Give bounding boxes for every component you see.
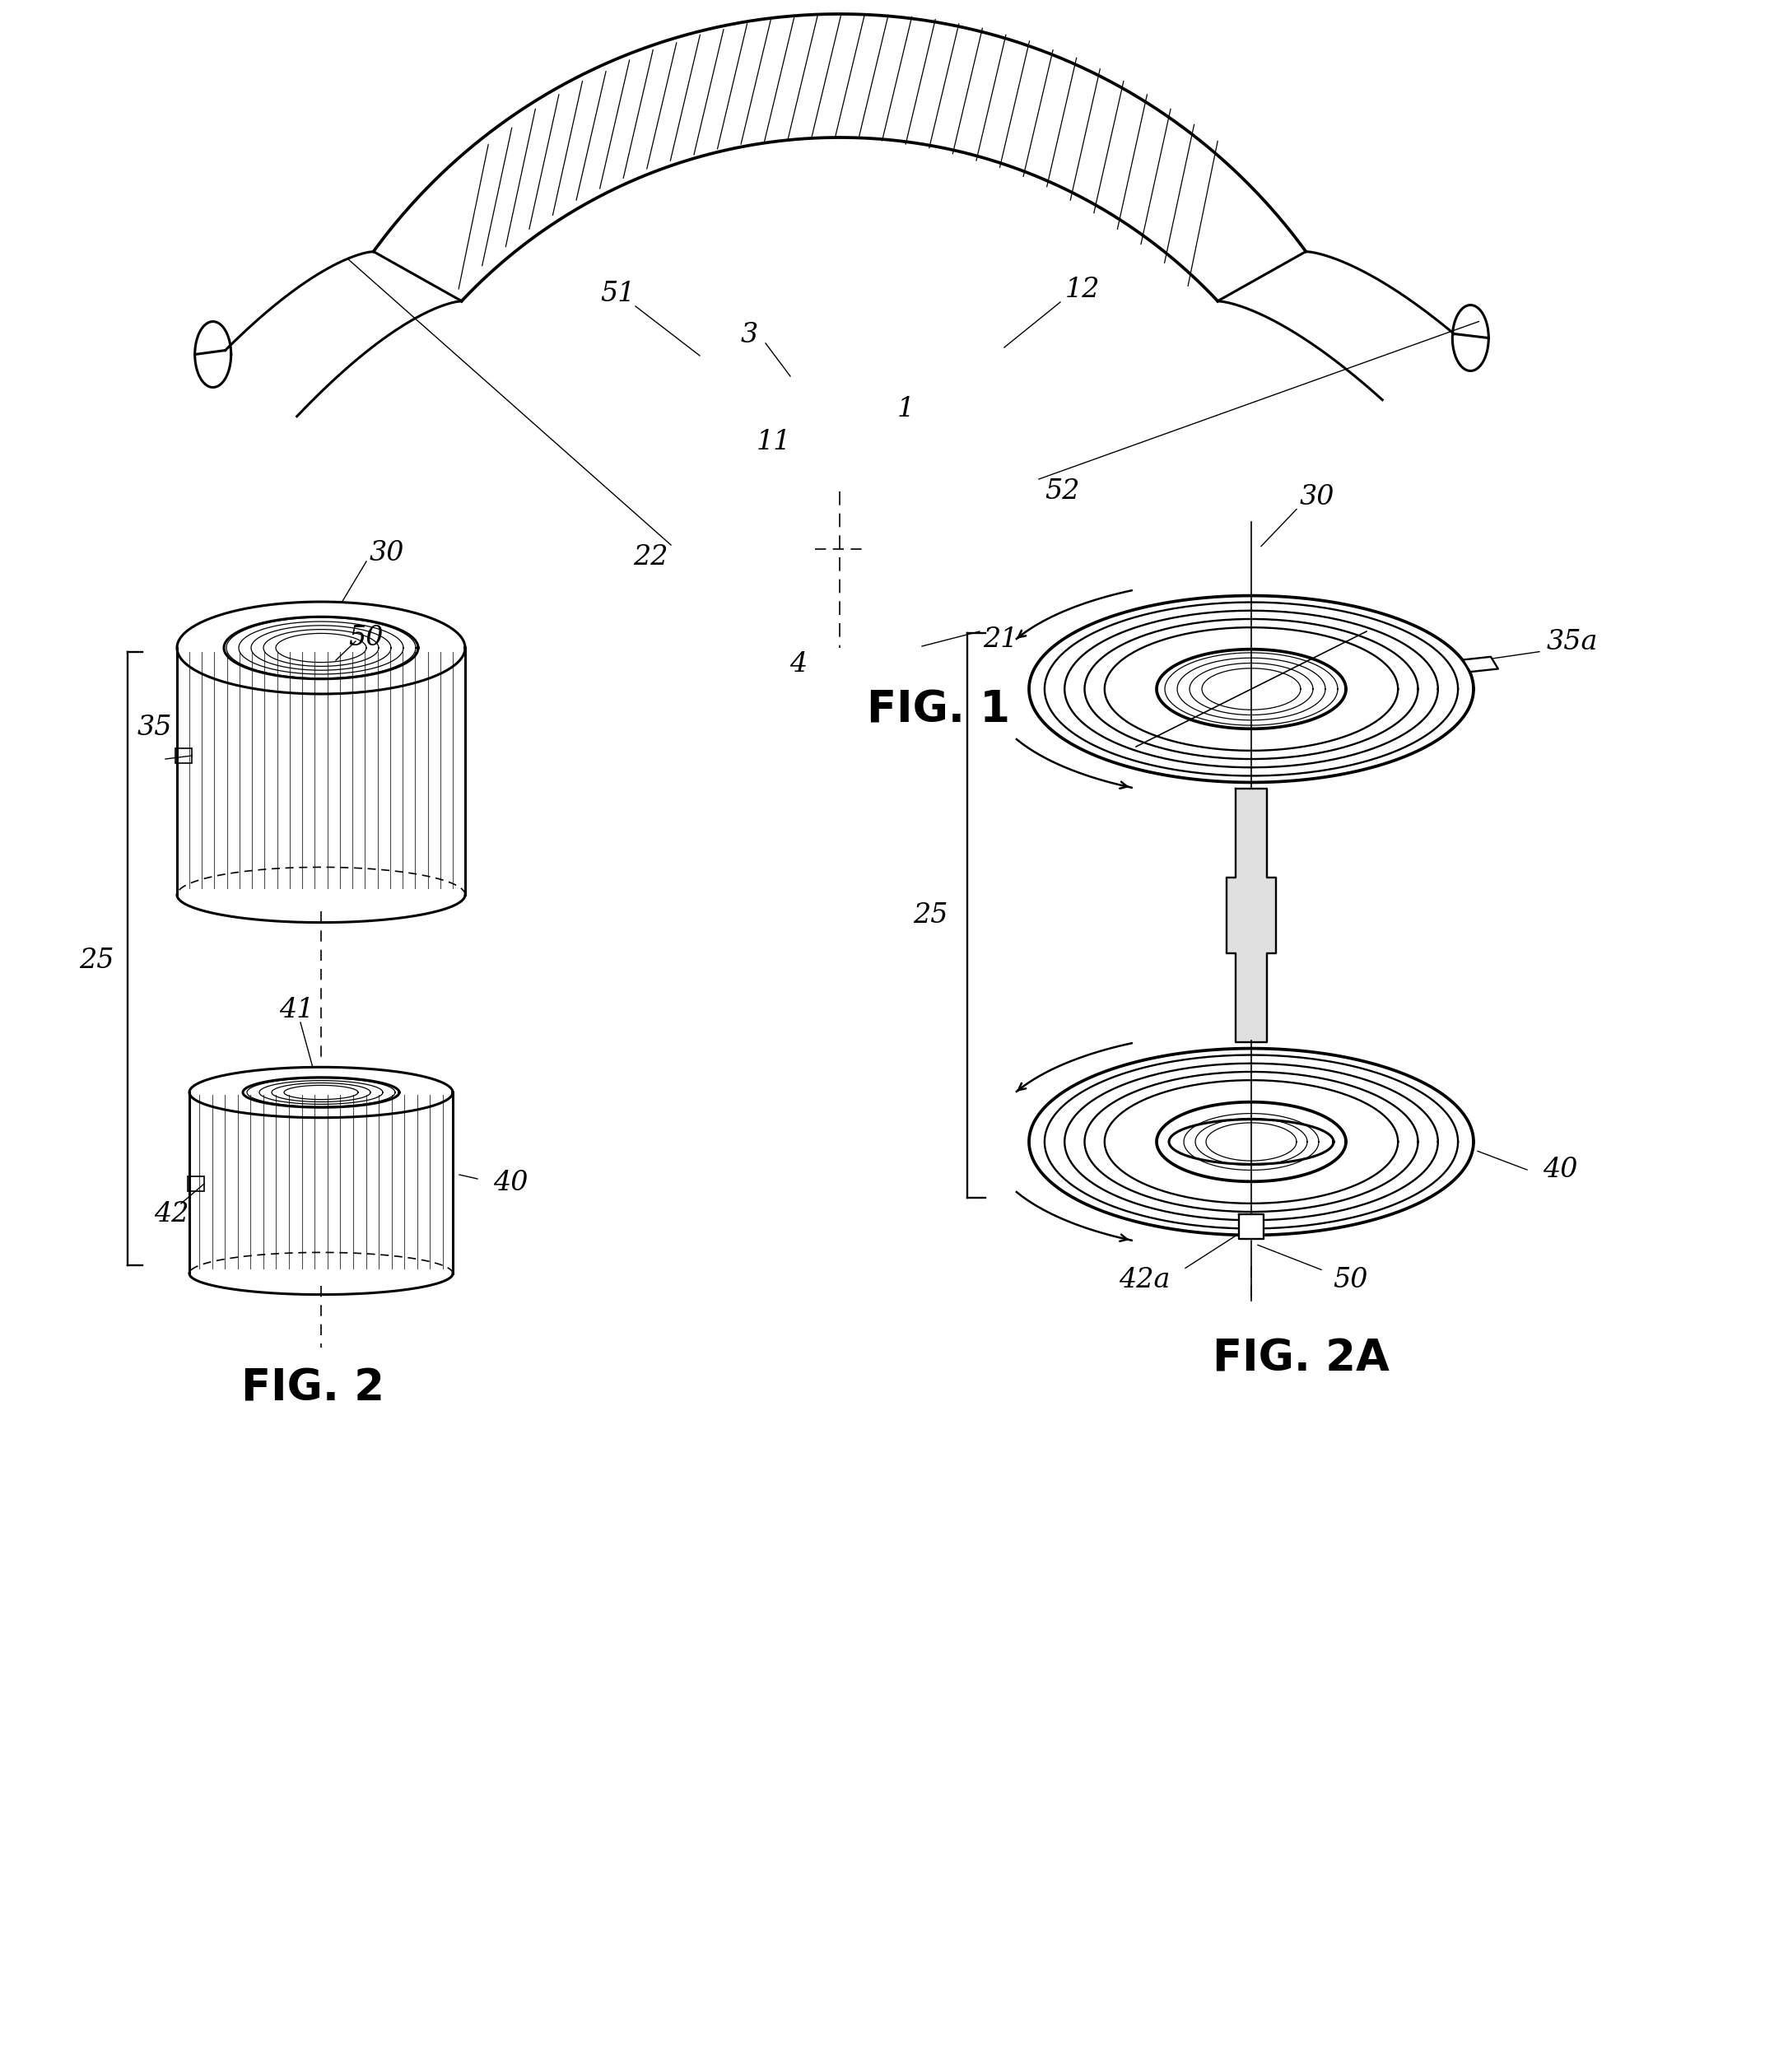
Text: FIG. 2: FIG. 2 [241,1368,384,1411]
Text: 50: 50 [349,626,384,651]
Polygon shape [1463,657,1498,671]
Text: 22: 22 [633,545,669,570]
Text: 3: 3 [740,321,758,348]
Text: FIG. 1: FIG. 1 [867,688,1010,731]
Polygon shape [1227,789,1277,1042]
Text: 25: 25 [912,901,948,928]
Text: 41: 41 [279,997,315,1024]
Text: 52: 52 [1044,479,1080,506]
Polygon shape [1239,1214,1264,1239]
Text: 4: 4 [790,651,806,678]
Text: 30: 30 [1300,483,1334,510]
Text: 11: 11 [756,429,792,456]
Text: 35: 35 [138,715,172,742]
Text: 51: 51 [601,280,635,307]
Text: 35a: 35a [1547,630,1598,655]
Text: FIG. 2A: FIG. 2A [1212,1336,1389,1380]
Text: 50: 50 [1332,1268,1368,1293]
Text: 1: 1 [898,396,914,423]
Text: 42a: 42a [1119,1268,1169,1293]
Text: 42: 42 [154,1202,190,1227]
Text: 30: 30 [370,541,404,566]
Text: 40: 40 [1543,1156,1577,1183]
Text: 40: 40 [493,1171,527,1196]
Text: 12: 12 [1066,276,1100,303]
Text: 25: 25 [79,947,114,974]
Text: 21: 21 [983,626,1017,653]
